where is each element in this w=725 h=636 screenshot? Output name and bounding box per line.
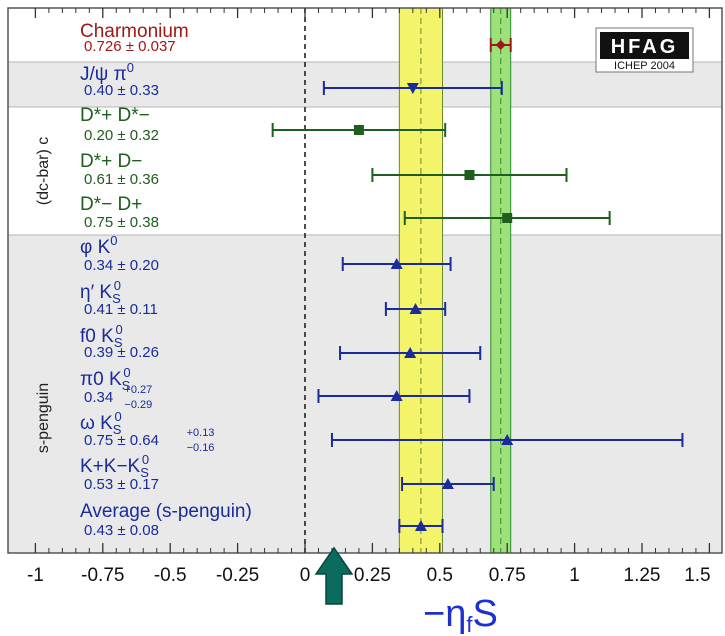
- measurement-result: 0.75 ± 0.38: [84, 214, 159, 231]
- measurement-point: [398, 519, 444, 533]
- measurement-point: [384, 302, 447, 316]
- measurement-result: 0.75 ± 0.64: [84, 432, 159, 449]
- triangle-down-marker: [406, 83, 419, 94]
- measurement-name: D*+ D−: [80, 151, 142, 172]
- x-tick-label: 0: [300, 565, 311, 586]
- average-bands: [398, 8, 512, 553]
- logo-title: HFAG: [611, 36, 679, 58]
- x-tick-label: 0.25: [354, 565, 391, 586]
- measurement-result: 0.41 ± 0.11: [84, 301, 158, 318]
- measurement-result: 0.53 ± 0.17: [84, 476, 159, 493]
- measurement-point: [322, 81, 503, 95]
- measurement-result: 0.726 ± 0.037: [84, 38, 176, 55]
- triangle-up-marker: [501, 434, 514, 445]
- measurement-name: K+K−KS0: [80, 452, 149, 480]
- x-tick-label: 0.5: [427, 565, 453, 586]
- measurement-point: [403, 211, 611, 225]
- x-tick-label: 0.75: [489, 565, 526, 586]
- measurement-name: η′ KS0: [80, 278, 121, 306]
- measurement-result: 0.39 ± 0.26: [84, 344, 159, 361]
- triangle-up-marker: [390, 390, 403, 401]
- measurement-point: [489, 38, 512, 52]
- measurement-name: Charmonium: [80, 21, 189, 42]
- x-tick-label: 1.5: [684, 565, 710, 586]
- measurement-name: J/ψ π0: [80, 60, 134, 85]
- x-tick-label: 1: [569, 565, 580, 586]
- measurement-point: [401, 477, 495, 491]
- measurement-name: f0 KS0: [80, 322, 123, 350]
- annotations: −ηfS: [314, 546, 498, 636]
- triangle-up-marker: [390, 258, 403, 269]
- group-label-penguin: s-penguin: [35, 383, 52, 453]
- triangle-up-marker: [404, 347, 417, 358]
- measurement-result: 0.61 ± 0.36: [84, 171, 159, 188]
- triangle-up-marker: [441, 478, 454, 489]
- x-axis: -1 -0.75 -0.5 -0.25 0 0.25 0.5 0.75 1 1.25 1.5: [7, 7, 723, 586]
- x-tick-label: 1.25: [624, 565, 661, 586]
- diamond-marker: [495, 40, 506, 50]
- square-marker: [502, 213, 513, 223]
- x-axis-label: −ηfS: [423, 593, 498, 636]
- measurement-result: 0.20 ± 0.32: [84, 127, 159, 144]
- measurement-result: 0.34 ± 0.20: [84, 257, 159, 274]
- group-label-charm: (dc-bar) c: [35, 137, 52, 205]
- hfag-logo: HFAG ICHEP 2004: [595, 27, 694, 73]
- triangle-up-marker: [409, 303, 422, 314]
- triangle-up-marker: [414, 520, 427, 531]
- logo-dark-box: [600, 32, 689, 59]
- measurement-name: D*− D+: [80, 194, 142, 215]
- measurement-point: [341, 257, 452, 271]
- measurement-result: 0.40 ± 0.33: [84, 82, 159, 99]
- measurement-point: [371, 168, 568, 182]
- measurement-name: Average (s-penguin): [80, 501, 252, 522]
- measurement-point: [339, 346, 482, 360]
- measurement-point: [271, 123, 447, 137]
- asym-error-plus: +0.13: [187, 427, 215, 439]
- measurement-point: [317, 389, 471, 403]
- square-marker: [353, 125, 364, 135]
- measurement-name: ω KS0: [80, 409, 122, 437]
- x-tick-label: -0.5: [154, 565, 187, 586]
- measurement-name: D*+ D*−: [80, 105, 150, 126]
- up-arrow-icon: [314, 546, 354, 605]
- measurement-result: 0.43 ± 0.08: [84, 522, 159, 539]
- logo-subtitle: ICHEP 2004: [614, 60, 675, 72]
- asym-error-minus: −0.16: [187, 442, 215, 454]
- asym-error-plus: +0.27: [124, 384, 152, 396]
- plot-frame: [7, 7, 723, 554]
- penguin-region: [8, 235, 722, 553]
- measurement-result: 0.34: [84, 389, 113, 406]
- measurement-point: [330, 433, 684, 447]
- x-tick-label: -0.25: [216, 565, 259, 586]
- x-tick-label: -0.75: [81, 565, 124, 586]
- asym-error-minus: −0.29: [124, 399, 152, 411]
- measurement-name: π0 KS0: [80, 365, 131, 393]
- square-marker: [464, 170, 475, 180]
- x-tick-label: -1: [27, 565, 44, 586]
- measurement-points: [271, 38, 684, 533]
- measurement-name: φ K0: [80, 233, 118, 258]
